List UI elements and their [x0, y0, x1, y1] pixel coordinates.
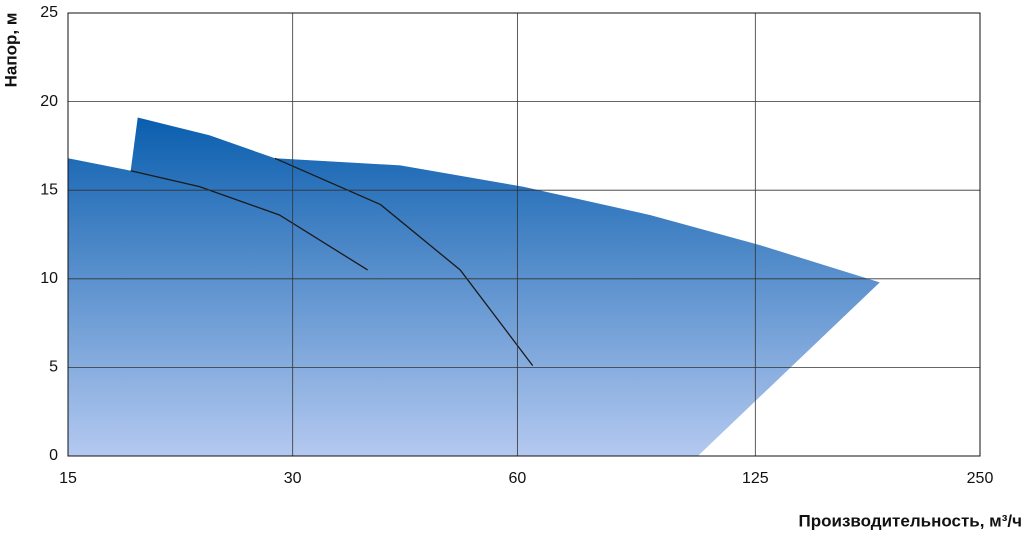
x-tick-label: 60 — [508, 470, 526, 487]
x-tick-label: 30 — [284, 470, 302, 487]
x-tick-label: 250 — [967, 470, 994, 487]
y-axis-title: Напор, м — [1, 13, 20, 88]
y-tick-label: 25 — [40, 4, 58, 21]
curve — [274, 157, 534, 367]
curve — [130, 170, 368, 271]
x-tick-label: 15 — [59, 470, 77, 487]
y-tick-label: 0 — [49, 447, 58, 464]
area — [68, 117, 880, 456]
y-tick-label: 15 — [40, 181, 58, 198]
x-tick-label: 125 — [742, 470, 769, 487]
x-axis-title: Производительность, м³/ч — [799, 511, 1022, 530]
y-tick-label: 5 — [49, 359, 58, 376]
y-tick-label: 10 — [40, 270, 58, 287]
plot-frame — [67, 12, 981, 457]
y-tick-label: 20 — [40, 93, 58, 110]
